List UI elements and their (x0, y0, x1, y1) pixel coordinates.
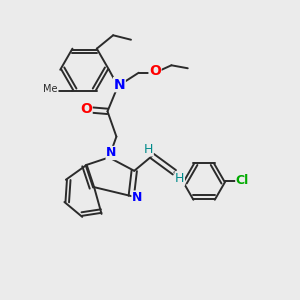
Text: Me: Me (44, 84, 58, 94)
Text: H: H (144, 143, 153, 156)
Text: O: O (149, 64, 161, 78)
Text: H: H (175, 172, 184, 185)
Text: Cl: Cl (236, 174, 249, 187)
Text: N: N (114, 78, 125, 92)
Text: O: O (80, 102, 92, 116)
Text: N: N (106, 146, 116, 160)
Text: N: N (132, 191, 142, 204)
